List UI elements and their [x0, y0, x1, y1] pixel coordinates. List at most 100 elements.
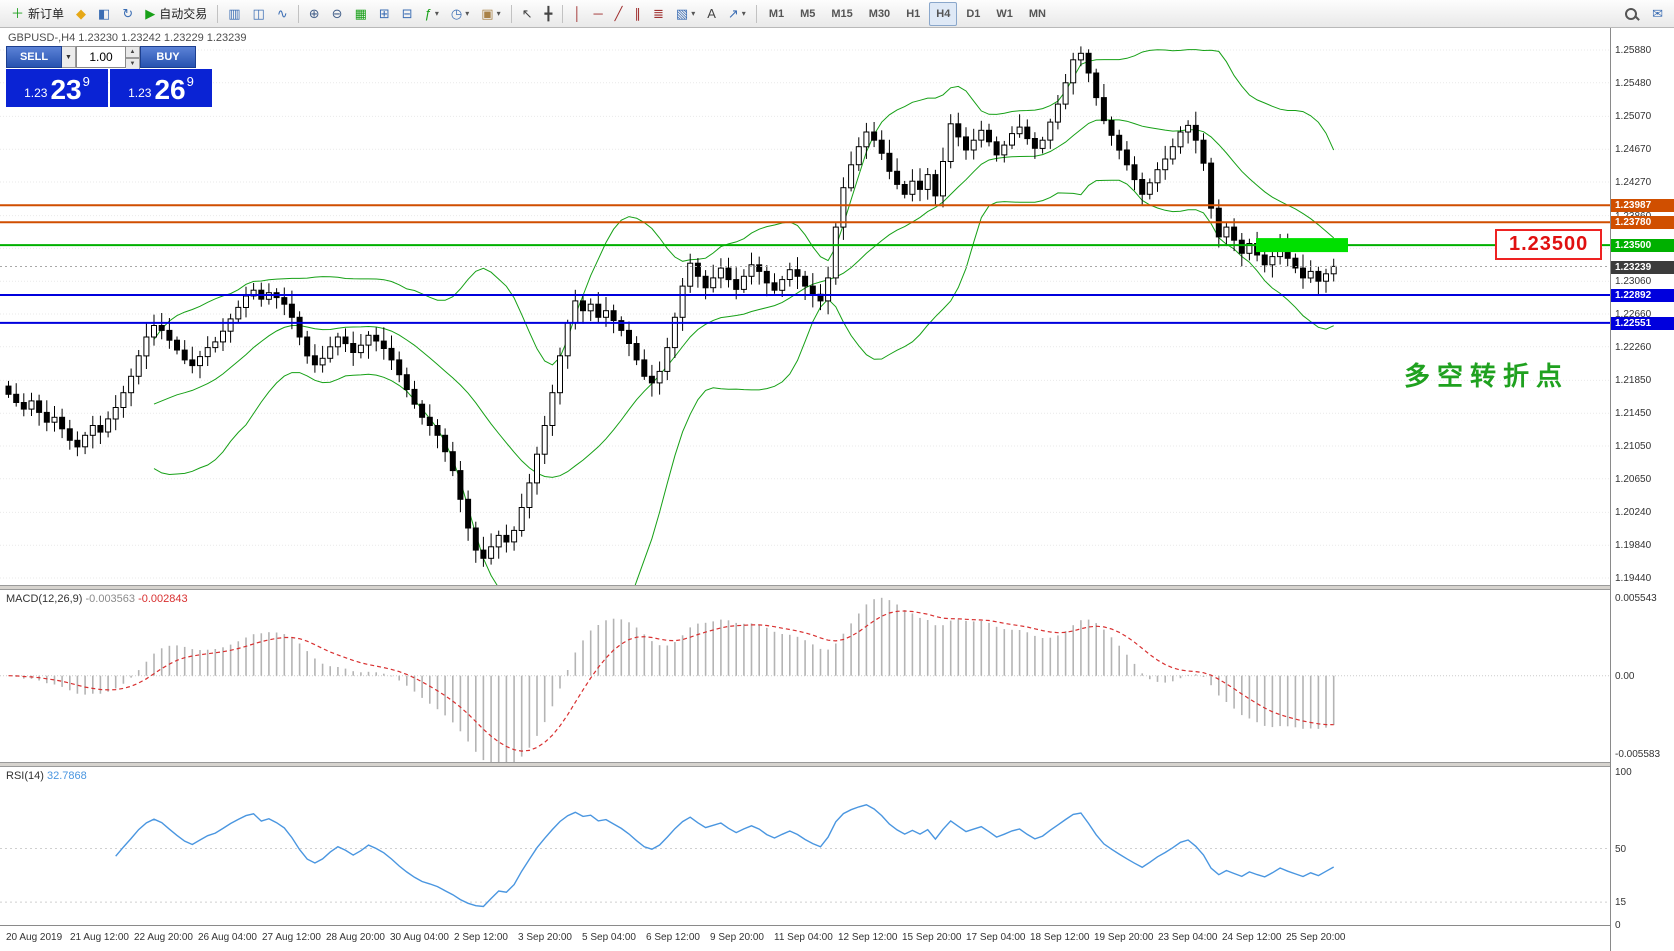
timeframe-mn-button[interactable]: MN	[1028, 7, 1046, 20]
auto-arrange-icon: ▦	[354, 6, 367, 21]
time-axis-label: 2 Sep 12:00	[454, 932, 508, 943]
mql-icon-button[interactable]: ◆	[71, 2, 91, 26]
vertical-line-icon: │	[573, 6, 582, 21]
profiles-icon: ◧	[98, 6, 111, 21]
chevron-down-icon: ▾	[691, 9, 696, 18]
time-axis-label: 18 Sep 12:00	[1030, 932, 1090, 943]
macd-name: MACD(12,26,9)	[6, 593, 83, 605]
cursor-button[interactable]: ↖	[517, 2, 538, 26]
order-type-caret-icon[interactable]: ▼	[62, 46, 76, 68]
crosshair-button[interactable]: ╋	[540, 2, 558, 26]
volume-input[interactable]	[76, 46, 126, 68]
trendline-icon: ╱	[614, 6, 623, 21]
timeframe-m5-button[interactable]: M5	[800, 7, 816, 20]
sell-price-pips: 23	[50, 74, 82, 106]
timeframe-d1-button[interactable]: D1	[966, 7, 981, 20]
timeframe-h1-button[interactable]: H1	[906, 7, 921, 20]
time-axis-label: 22 Aug 20:00	[134, 932, 193, 943]
rsi-axis-label: 100	[1615, 767, 1632, 778]
sell-button[interactable]: SELL	[6, 46, 62, 68]
templates-button[interactable]: ▣ ▾	[476, 2, 505, 26]
sell-price-button[interactable]: 1.23 23 9	[6, 69, 108, 107]
channel-button[interactable]: ∥	[630, 2, 647, 26]
text-button[interactable]: A	[702, 2, 721, 26]
cursor-icon: ↖	[521, 6, 533, 21]
buy-price-prefix: 1.23	[128, 86, 152, 100]
macd-pane[interactable]	[0, 590, 1610, 762]
price-level-text-object[interactable]: 1.23500	[1495, 229, 1603, 260]
sell-price-sup: 9	[82, 74, 90, 89]
horizontal-line-icon: ─	[593, 6, 603, 21]
pane-divider[interactable]	[0, 585, 1674, 590]
arrows-button[interactable]: ↗ ▾	[723, 2, 751, 26]
bar-chart-icon: ▥	[228, 6, 241, 21]
periods-button[interactable]: ◷ ▾	[446, 2, 474, 26]
time-axis-label: 5 Sep 04:00	[582, 932, 636, 943]
buy-price-sup: 9	[186, 74, 194, 89]
time-axis[interactable]: 20 Aug 2019 21 Aug 12:00 22 Aug 20:00 26 Au…	[0, 925, 1610, 951]
price-axis-label: 1.25480	[1615, 78, 1652, 89]
vertical-line-button[interactable]: │	[568, 2, 586, 26]
autotrade-button[interactable]: ▶ 自动交易	[140, 2, 212, 26]
search-button[interactable]	[1620, 2, 1645, 26]
periods-icon: ◷	[450, 6, 463, 21]
price-axis-label: 1.20650	[1615, 474, 1652, 485]
macd-main-value: -0.003563	[85, 593, 136, 605]
sell-price-prefix: 1.23	[24, 86, 48, 100]
mql-icon-icon: ◆	[76, 6, 87, 21]
toolbar-separator	[297, 4, 299, 23]
main-chart-pane[interactable]	[0, 28, 1610, 585]
timeframe-m15-button[interactable]: M15	[831, 7, 853, 20]
tile-windows-button[interactable]: ⊞	[374, 2, 395, 26]
price-axis-label: 1.23060	[1615, 276, 1652, 287]
indicators-button[interactable]: ƒ ▾	[420, 2, 444, 26]
templates-icon: ▣	[481, 6, 494, 21]
price-axis-label: 1.24670	[1615, 144, 1652, 155]
timeframe-m30-button[interactable]: M30	[868, 7, 891, 20]
time-axis-label: 27 Aug 12:00	[262, 932, 321, 943]
chat-icon: ✉	[1652, 6, 1663, 21]
zoom-in-button[interactable]: ⊕	[304, 2, 325, 26]
price-level-tag: 1.22551	[1611, 317, 1674, 330]
auto-arrange-button[interactable]: ▦	[350, 2, 372, 26]
profiles-button[interactable]: ◧	[93, 2, 115, 26]
cascade-windows-button[interactable]: ⊟	[397, 2, 418, 26]
chat-button[interactable]: ✉	[1647, 2, 1668, 26]
new-order-button[interactable]: ＋新订单	[6, 2, 69, 26]
zoom-out-icon: ⊖	[331, 6, 343, 21]
time-axis-label: 21 Aug 12:00	[70, 932, 129, 943]
fibonacci-button[interactable]: ≣	[648, 2, 669, 26]
time-axis-label: 6 Sep 12:00	[646, 932, 700, 943]
crosshair-icon: ╋	[544, 6, 553, 21]
line-chart-icon: ∿	[276, 6, 288, 21]
time-axis-label: 12 Sep 12:00	[838, 932, 898, 943]
price-axis-label: 1.24270	[1615, 177, 1652, 188]
bar-chart-button[interactable]: ▥	[223, 2, 245, 26]
trendline-button[interactable]: ╱	[610, 2, 628, 26]
rsi-indicator-label: RSI(14) 32.7868	[6, 770, 87, 782]
rsi-pane[interactable]	[0, 767, 1610, 925]
refresh-button[interactable]: ↻	[117, 2, 138, 26]
candlestick-chart-button[interactable]: ◫	[248, 2, 270, 26]
shapes-button[interactable]: ▧ ▾	[671, 2, 700, 26]
horizontal-line-button[interactable]: ─	[588, 2, 607, 26]
zoom-out-button[interactable]: ⊖	[327, 2, 348, 26]
price-level-tag: 1.23780	[1611, 216, 1674, 229]
line-chart-button[interactable]: ∿	[272, 2, 293, 26]
pane-divider[interactable]	[0, 762, 1674, 767]
price-axis[interactable]: 1.258801.254801.250701.246701.242701.238…	[1610, 28, 1674, 951]
timeframe-h4-button[interactable]: H4	[929, 1, 958, 26]
candlestick-chart-icon: ◫	[252, 6, 265, 21]
buy-button[interactable]: BUY	[140, 46, 196, 68]
volume-increase-button[interactable]: ▲	[126, 46, 140, 58]
price-axis-label: 1.21450	[1615, 408, 1652, 419]
time-axis-label: 15 Sep 20:00	[902, 932, 962, 943]
channel-icon: ∥	[634, 6, 642, 21]
tile-windows-icon: ⊞	[378, 6, 390, 21]
buy-price-button[interactable]: 1.23 26 9	[110, 69, 212, 107]
timeframe-w1-button[interactable]: W1	[996, 7, 1013, 20]
chinese-annotation-text[interactable]: 多空转折点	[1404, 361, 1570, 391]
text-icon: A	[707, 6, 716, 21]
timeframe-m1-button[interactable]: M1	[768, 7, 785, 20]
